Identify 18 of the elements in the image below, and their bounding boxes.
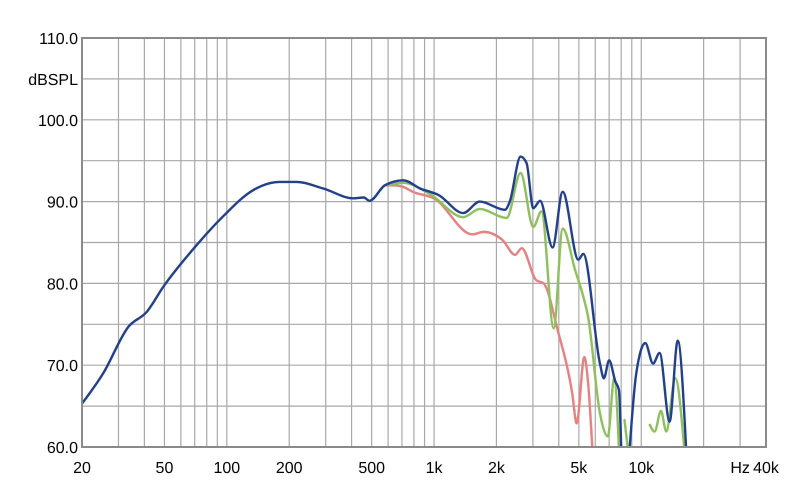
x-axis-title: Hz bbox=[730, 460, 750, 477]
x-tick-label: 10k bbox=[628, 460, 656, 477]
y-tick-label: 110.0 bbox=[39, 31, 78, 48]
x-tick-label: 50 bbox=[156, 460, 174, 477]
y-tick-label: 60.0 bbox=[46, 440, 78, 457]
y-tick-label: 80.0 bbox=[46, 276, 78, 294]
x-tick-label: 40k bbox=[753, 460, 780, 477]
y-axis-title: dBSPL bbox=[28, 72, 78, 89]
y-tick-label: 100.0 bbox=[38, 112, 78, 130]
x-tick-label: 100 bbox=[213, 460, 240, 477]
x-tick-label: 500 bbox=[358, 460, 386, 477]
y-tick-label: 90.0 bbox=[46, 194, 78, 212]
x-tick-label: 1k bbox=[426, 460, 444, 477]
y-tick-label: 70.0 bbox=[46, 358, 78, 376]
x-tick-label: 5k bbox=[570, 460, 588, 477]
x-tick-label: 200 bbox=[276, 460, 303, 477]
x-tick-label: 2k bbox=[488, 460, 506, 477]
x-tick-label: 20 bbox=[73, 460, 91, 477]
